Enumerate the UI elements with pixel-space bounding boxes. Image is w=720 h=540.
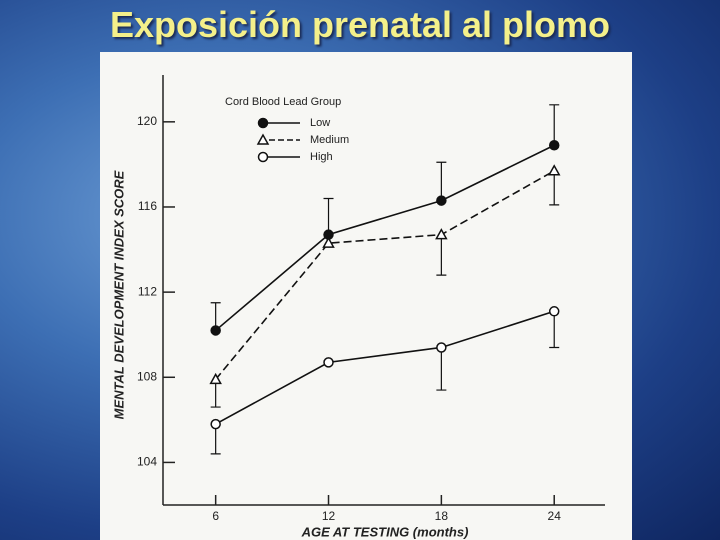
y-tick-label: 108: [137, 369, 157, 383]
y-tick-label: 120: [137, 114, 157, 128]
x-tick-label: 18: [435, 509, 449, 523]
point: [210, 325, 221, 336]
x-tick-label: 6: [212, 509, 219, 523]
legend-label: Low: [310, 117, 330, 129]
y-axis-label: MENTAL DEVELOPMENT INDEX SCORE: [111, 170, 126, 419]
series-line: [215, 310, 555, 425]
point: [547, 164, 561, 176]
legend-label: Medium: [310, 134, 349, 146]
point: [435, 228, 448, 240]
legend-marker: [257, 117, 269, 129]
point: [436, 342, 447, 353]
error-bar: [549, 104, 560, 146]
point: [210, 418, 221, 430]
x-axis-label: AGE AT TESTING (months): [301, 524, 469, 539]
slide-title: Exposición prenatal al plomo: [109, 4, 611, 45]
error-bar: [436, 161, 447, 201]
point: [436, 195, 447, 206]
point: [548, 139, 560, 151]
point: [323, 357, 334, 368]
y-tick-label: 112: [138, 284, 157, 298]
point: [322, 236, 335, 248]
x-tick-label: 24: [548, 509, 562, 523]
error-bar: [549, 170, 560, 206]
legend-marker: [256, 133, 270, 145]
legend-label: High: [310, 151, 333, 163]
chart-paper: [100, 52, 632, 540]
error-bar: [549, 311, 560, 349]
legend-marker: [257, 151, 269, 163]
series-line: [215, 170, 555, 380]
error-bar: [436, 347, 447, 391]
point: [209, 372, 222, 385]
point: [548, 306, 560, 317]
error-bar: [323, 197, 334, 235]
y-tick-label: 116: [138, 199, 157, 213]
x-tick-label: 12: [322, 509, 336, 523]
series-line: [215, 144, 555, 332]
error-bar: [436, 234, 447, 276]
legend-title: Cord Blood Lead Group: [225, 96, 341, 108]
y-tick-label: 104: [137, 455, 157, 469]
